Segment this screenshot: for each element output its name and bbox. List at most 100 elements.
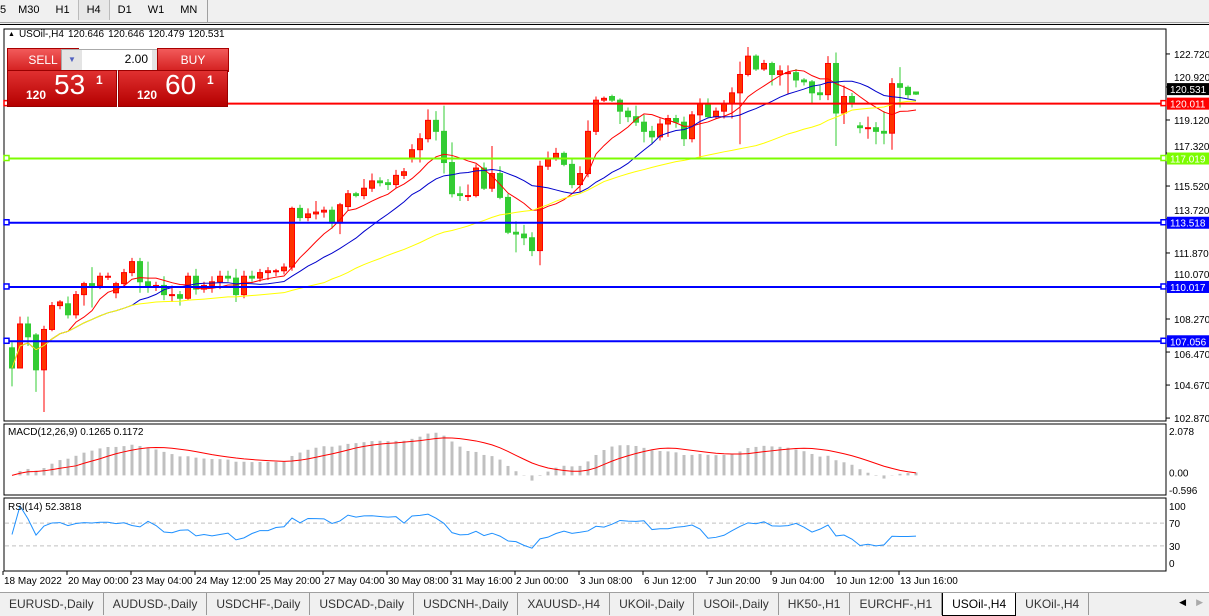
candle-body bbox=[425, 119, 431, 140]
tab-eurusd-daily[interactable]: EURUSD-,Daily bbox=[0, 593, 104, 615]
buy-price-button[interactable]: 120 60 1 bbox=[118, 69, 228, 107]
chart-window[interactable]: 122.720 120.920 119.120 117.320 115.520 113.7… bbox=[0, 24, 1209, 593]
rsi-tick-label: 70 bbox=[1169, 519, 1181, 530]
timeframe-mn[interactable]: MN bbox=[180, 4, 198, 16]
tab-eurchf-h1[interactable]: EURCHF-,H1 bbox=[850, 593, 943, 615]
candle bbox=[857, 122, 863, 134]
candle bbox=[793, 68, 799, 88]
time-tick-label: 23 May 04:00 bbox=[132, 576, 193, 587]
candle-body bbox=[697, 103, 703, 116]
candle-body bbox=[113, 283, 119, 294]
candle bbox=[577, 166, 583, 192]
time-tick-label: 6 Jun 12:00 bbox=[644, 576, 697, 587]
tab-usdcad-daily[interactable]: USDCAD-,Daily bbox=[310, 593, 415, 615]
candle-body bbox=[473, 167, 479, 197]
price-tick-label: 111.870 bbox=[1174, 249, 1209, 260]
tab-usdchf-daily[interactable]: USDCHF-,Daily bbox=[207, 593, 311, 615]
candle-body bbox=[609, 96, 615, 101]
candle-body bbox=[465, 195, 471, 198]
candle bbox=[265, 267, 271, 280]
candle-body bbox=[641, 121, 647, 132]
tab-usdcnh-daily[interactable]: USDCNH-,Daily bbox=[414, 593, 519, 615]
candle-body bbox=[841, 96, 847, 114]
lot-decrease-button[interactable]: ▼ bbox=[62, 50, 82, 70]
candle bbox=[393, 169, 399, 189]
candle bbox=[225, 270, 231, 282]
time-tick-label: 20 May 00:00 bbox=[68, 576, 129, 587]
candle-body bbox=[281, 266, 287, 272]
candle bbox=[145, 261, 151, 293]
candle-body bbox=[737, 73, 743, 94]
tab-usoil-daily[interactable]: USOil-,Daily bbox=[694, 593, 779, 615]
candle bbox=[913, 91, 919, 96]
timeframe-m30[interactable]: M30 bbox=[18, 4, 40, 16]
candle-body bbox=[913, 91, 919, 95]
tab-xauusd-h4[interactable]: XAUUSD-,H4 bbox=[518, 593, 611, 615]
candle-body bbox=[313, 211, 319, 215]
hline-price-label: 120.011 bbox=[1170, 100, 1206, 111]
price-tick-label: 102.870 bbox=[1174, 414, 1209, 425]
time-tick-label: 31 May 16:00 bbox=[452, 576, 513, 587]
toolbar-divider bbox=[207, 0, 209, 22]
rsi-tick-label: 0 bbox=[1169, 559, 1175, 570]
candle bbox=[481, 162, 487, 191]
candle bbox=[17, 316, 23, 369]
macd-signal-line bbox=[11, 437, 917, 476]
tab-scroll-right-icon[interactable]: ▶ bbox=[1196, 597, 1203, 607]
candle-body bbox=[433, 119, 439, 132]
candle bbox=[569, 158, 575, 189]
macd-tick-label: -0.596 bbox=[1169, 486, 1198, 497]
candle-body bbox=[225, 275, 231, 279]
lot-size-input[interactable] bbox=[84, 51, 148, 67]
candle bbox=[673, 114, 679, 128]
timeframe-5[interactable]: 5 bbox=[0, 4, 7, 16]
candle bbox=[121, 268, 127, 288]
candle-body bbox=[33, 334, 39, 371]
candle-body bbox=[449, 162, 455, 195]
candle bbox=[625, 107, 631, 123]
collapse-triangle-icon[interactable]: ▲ bbox=[8, 31, 15, 38]
candle-body bbox=[713, 110, 719, 118]
timeframe-h1[interactable]: H1 bbox=[55, 4, 70, 16]
candle bbox=[609, 94, 615, 103]
candle bbox=[705, 98, 711, 119]
tab-audusd-daily[interactable]: AUDUSD-,Daily bbox=[104, 593, 208, 615]
buy-button[interactable]: BUY bbox=[157, 48, 229, 72]
candle-body bbox=[265, 270, 271, 274]
candle bbox=[769, 61, 775, 86]
candle bbox=[473, 164, 479, 198]
timeframe-d1[interactable]: D1 bbox=[117, 4, 132, 16]
macd-panel-frame bbox=[3, 423, 1167, 496]
price-tick-label: 122.720 bbox=[1174, 50, 1209, 61]
candle bbox=[545, 151, 551, 170]
candle bbox=[81, 281, 87, 306]
hline-price-tag bbox=[1167, 335, 1209, 348]
tab-scroll-left-icon[interactable]: ◀ bbox=[1179, 597, 1187, 607]
sell-price-button[interactable]: 120 53 1 bbox=[7, 69, 117, 107]
candle-body bbox=[593, 99, 599, 132]
candle bbox=[257, 268, 263, 282]
candle-body bbox=[321, 209, 327, 213]
timeframe-w1[interactable]: W1 bbox=[147, 4, 165, 16]
triangle-down-icon: ▼ bbox=[68, 55, 76, 64]
candle bbox=[833, 52, 839, 147]
candle bbox=[809, 79, 815, 104]
chart-canvas[interactable]: 122.720 120.920 119.120 117.320 115.520 113.7… bbox=[0, 25, 1209, 593]
candle-body bbox=[49, 305, 55, 330]
tab-hk50-h1[interactable]: HK50-,H1 bbox=[779, 593, 851, 615]
candle-body bbox=[417, 138, 423, 151]
candle bbox=[177, 290, 183, 306]
hline-price-label: 117.019 bbox=[1170, 155, 1206, 166]
candle bbox=[601, 96, 607, 103]
ohlc-close: 120.531 bbox=[188, 29, 225, 40]
timeframe-h4[interactable]: H4 bbox=[77, 0, 110, 20]
hline-price-tag bbox=[1167, 152, 1209, 165]
tab-usoil-h4[interactable]: USOil-,H4 bbox=[942, 593, 1017, 616]
tab-ukoil-daily[interactable]: UKOil-,Daily bbox=[610, 593, 695, 615]
candle-body bbox=[81, 283, 87, 296]
tab-ukoil-h4[interactable]: UKOil-,H4 bbox=[1016, 593, 1090, 615]
candle-body bbox=[729, 92, 735, 105]
hline-price-label: 107.056 bbox=[1170, 337, 1207, 348]
candle bbox=[49, 301, 55, 332]
candle bbox=[881, 111, 887, 145]
